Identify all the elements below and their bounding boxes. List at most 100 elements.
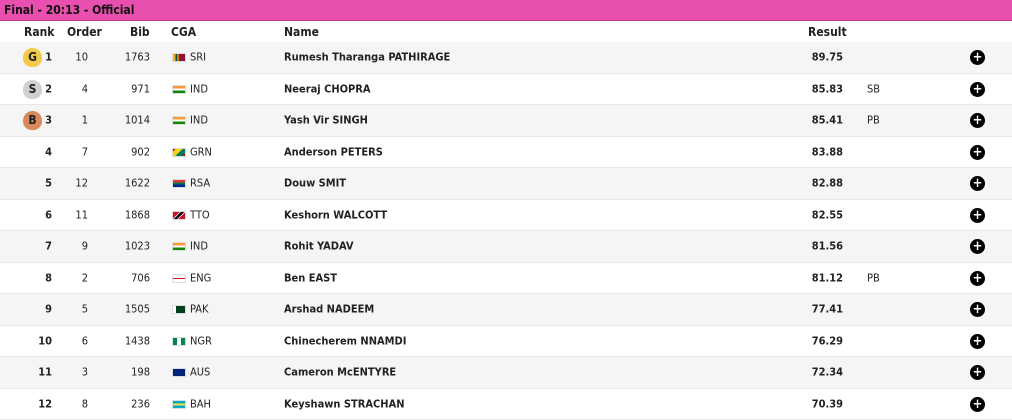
result: 76.29 [811,334,843,348]
expand-button[interactable]: + [970,50,985,65]
athlete-name: Ben EAST [284,271,338,285]
expand-button[interactable]: + [970,333,985,349]
country-code: RSA [190,176,211,190]
result: 77.41 [811,302,843,316]
result: 83.88 [811,145,843,159]
bib: 1505 [124,302,150,316]
rank: 7 [45,239,52,253]
expand-button[interactable]: + [970,239,985,254]
athlete-name: Yash Vir SINGH [284,113,368,127]
result-row: 5 12 1622 RSA Douw SMIT 82.88 + [0,168,1012,200]
bib: 1622 [124,176,150,190]
order: 11 [75,208,88,222]
flag [172,273,186,283]
result-row: 12 8 236 BAH Keyshawn STRACHAN 70.39 + [0,389,1012,420]
country-code: PAK [190,302,209,316]
expand-button[interactable]: + [970,207,985,223]
result-row: 4 7 902 GRN Anderson PETERS 83.88 + [0,137,1012,168]
column-headers: Rank Order Bib CGA Name Result [0,21,1012,42]
result-row: 6 11 1868 TTO Keshorn WALCOTT 82.55 + [0,200,1012,231]
result-row: 10 6 1438 NGR Chinecherem NNAMDI 76.29 + [0,326,1012,357]
column-header: Rank [24,24,55,39]
result: 82.55 [811,208,843,222]
bib: 1014 [124,113,150,127]
rank: 4 [45,145,52,159]
rank: 5 [45,176,52,190]
flag [172,179,186,188]
country-code: ENG [190,271,212,285]
rank: 2 [45,82,52,96]
bib: 706 [131,271,150,285]
result: 85.41 [811,113,843,127]
expand-button[interactable]: + [970,144,985,160]
order: 4 [81,82,88,96]
result: 70.39 [811,397,843,411]
result-row: 9 5 1505 PAK Arshad NADEEM 77.41 + [0,294,1012,326]
result: 89.75 [811,50,843,64]
result: 81.56 [811,239,843,253]
country-code: NGR [190,334,212,348]
order: 12 [75,176,88,190]
flag [172,147,186,157]
bib: 971 [131,82,150,96]
flag [172,116,186,125]
header-title: Final - 20:13 - Official [4,3,135,17]
record-note: PB [867,113,880,127]
country-code: IND [190,82,208,96]
country-code: BAH [190,397,212,411]
order: 7 [81,145,88,159]
order: 6 [81,334,88,348]
order: 3 [81,365,88,379]
bib: 1868 [124,208,150,222]
rank: 9 [45,302,52,316]
flag [172,210,186,220]
order: 2 [81,271,88,285]
expand-button[interactable]: + [970,270,985,286]
flag [172,336,186,346]
athlete-name: Anderson PETERS [284,145,383,159]
column-header: CGA [171,24,197,39]
country-code: GRN [190,145,212,159]
country-code: SRI [190,50,207,64]
bib: 1763 [124,50,150,64]
country-code: IND [190,239,208,253]
athlete-name: Neeraj CHOPRA [284,82,371,96]
bib: 198 [131,365,150,379]
column-header: Name [284,24,319,39]
order: 9 [81,239,88,253]
rank: 3 [45,113,52,127]
column-header: Bib [130,24,150,39]
bib: 1438 [124,334,150,348]
column-header: Result [808,24,847,39]
expand-button[interactable]: + [970,176,985,191]
expand-button[interactable]: + [970,365,985,380]
result-row: 8 2 706 ENG Ben EAST 81.12 PB + [0,263,1012,294]
result-row: 11 3 198 AUS Cameron McENTYRE 72.34 + [0,357,1012,389]
rank: 10 [38,334,52,348]
athlete-name: Keshorn WALCOTT [284,208,388,222]
rank: 6 [45,208,52,222]
country-code: TTO [190,208,210,222]
expand-button[interactable]: + [970,113,985,128]
athlete-name: Cameron McENTYRE [284,365,397,379]
result: 85.83 [811,82,843,96]
result: 72.34 [811,365,843,379]
expand-button[interactable]: + [970,81,985,97]
result-row: G 1 10 1763 SRI Rumesh Tharanga PATHIRAGE 89.7… [0,42,1012,74]
expand-button[interactable]: + [970,302,985,317]
medal-badge: B [23,111,42,130]
flag [172,242,186,251]
order: 8 [81,397,88,411]
athlete-name: Chinecherem NNAMDI [284,334,407,348]
athlete-name: Rohit YADAV [284,239,354,253]
result-row: S 2 4 971 IND Neeraj CHOPRA 85.83 SB + [0,74,1012,105]
record-note: SB [867,82,881,96]
flag [172,368,186,377]
order: 10 [75,50,88,64]
rank: 11 [38,365,52,379]
expand-button[interactable]: + [970,396,985,412]
flag [172,53,186,62]
result-row: 7 9 1023 IND Rohit YADAV 81.56 + [0,231,1012,263]
country-code: IND [190,113,208,127]
